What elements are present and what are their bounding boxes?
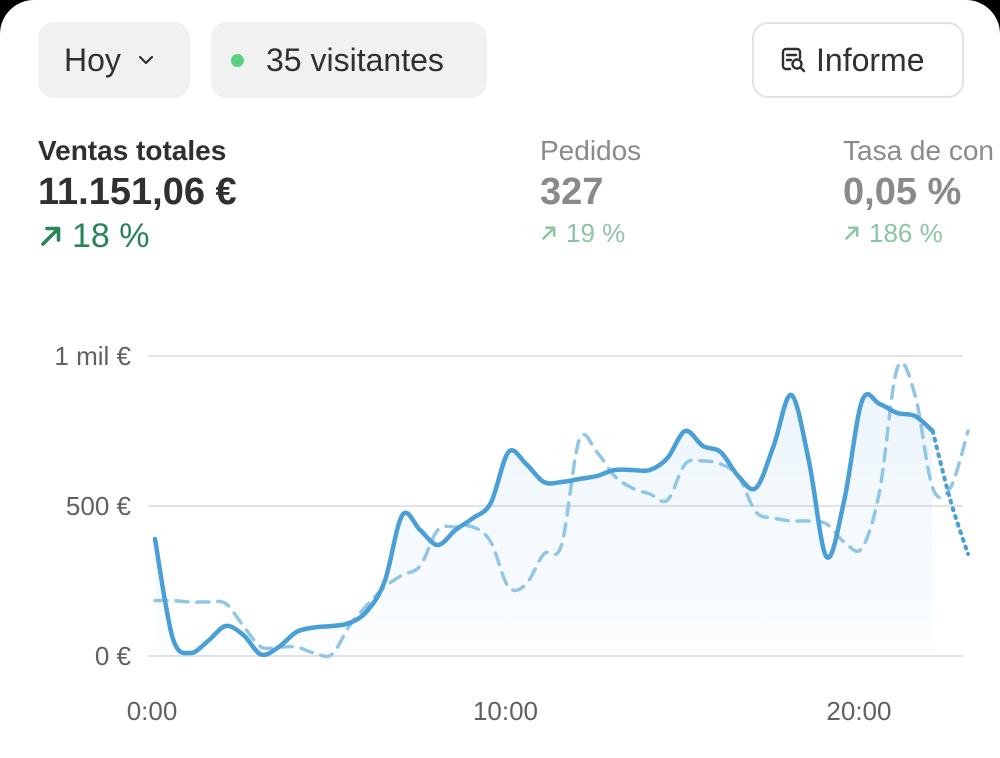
metric-delta: 18 %: [38, 216, 237, 256]
metric-orders[interactable]: Pedidos 327 19 %: [540, 134, 641, 250]
series-line-current: [152, 392, 935, 658]
x-tick-label: 0:00: [127, 696, 178, 726]
trend-up-icon: [41, 226, 61, 246]
live-dot-icon: [231, 53, 244, 67]
sales-line-chart[interactable]: 1 mil € 500 € 0 € 0:00 10:00 20:00: [0, 300, 1000, 758]
x-tick-label: 10:00: [473, 696, 538, 726]
series-line-current-incomplete: [930, 429, 970, 556]
report-label: Informe: [816, 41, 925, 78]
y-tick-label: 500 €: [66, 491, 132, 521]
report-button[interactable]: Informe: [752, 22, 964, 98]
series-area-current: [155, 394, 933, 656]
chevron-down-icon: [138, 55, 154, 65]
metric-conversion-rate[interactable]: Tasa de con 0,05 % 186 %: [843, 134, 1000, 250]
y-tick-label: 0 €: [95, 641, 132, 671]
metric-delta: 186 %: [843, 216, 1000, 250]
metric-delta-value: 18 %: [72, 217, 150, 255]
metric-delta: 19 %: [540, 216, 641, 250]
live-visitors-button[interactable]: 35 visitantes: [211, 22, 487, 98]
date-range-button[interactable]: Hoy: [38, 22, 190, 98]
metric-label: Ventas totales: [38, 135, 227, 166]
date-range-label: Hoy: [64, 41, 121, 78]
trend-up-icon: [542, 226, 556, 240]
metric-delta-value: 186 %: [869, 218, 943, 248]
y-tick-label: 1 mil €: [54, 341, 131, 371]
trend-up-icon: [845, 226, 859, 240]
metric-label: Tasa de con: [843, 135, 994, 166]
x-tick-label: 20:00: [826, 696, 891, 726]
metric-delta-value: 19 %: [566, 218, 626, 248]
metric-total-sales[interactable]: Ventas totales 11.151,06 € 18 %: [38, 134, 237, 256]
live-visitors-label: 35 visitantes: [266, 41, 444, 78]
metric-value: 0,05 %: [843, 171, 962, 213]
metric-value: 11.151,06 €: [38, 171, 237, 213]
metric-label: Pedidos: [540, 135, 642, 166]
report-search-icon: [781, 47, 806, 73]
metric-value: 327: [540, 171, 604, 213]
series-line-previous: [153, 360, 970, 659]
